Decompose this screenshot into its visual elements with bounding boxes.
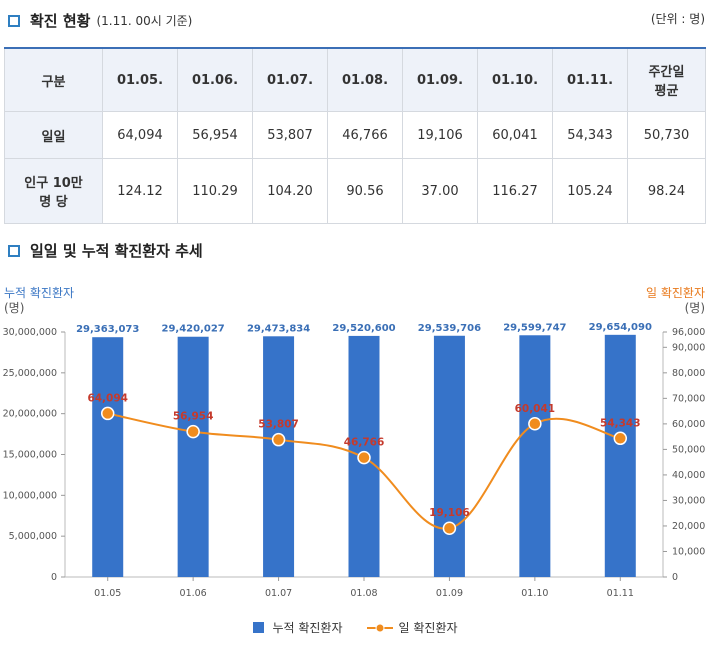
- table-cell: 56,954: [177, 111, 253, 159]
- x-tick-label: 01.07: [265, 588, 292, 599]
- table-cell: 60,041: [477, 111, 553, 159]
- right-tick-label: 40,000: [672, 470, 705, 481]
- legend-label: 일 확진환자: [398, 621, 458, 635]
- section-subtitle: (1.11. 00시 기준): [96, 14, 193, 28]
- column-header: 01.06.: [177, 47, 253, 112]
- section-header-trend: 일일 및 누적 확진환자 추세: [8, 240, 203, 261]
- bar-data-label: 29,363,073: [76, 324, 139, 335]
- column-header: 01.11.: [552, 47, 628, 112]
- x-tick-label: 01.08: [350, 588, 377, 599]
- right-axis-unit: (명): [684, 301, 705, 315]
- table-cell: 116.27: [477, 158, 553, 224]
- bar-data-label: 29,654,090: [589, 322, 652, 333]
- row-label: 일일: [4, 111, 103, 159]
- line-point: [357, 450, 371, 465]
- line-data-label: 60,041: [515, 403, 556, 415]
- table-row: 인구 10만 명 당 124.12 110.29 104.20 90.56 37…: [4, 158, 706, 224]
- square-bullet-icon: [8, 14, 20, 27]
- line-point: [271, 432, 286, 447]
- line-point: [528, 417, 542, 431]
- right-tick-label: 20,000: [672, 521, 705, 532]
- x-tick-label: 01.09: [436, 588, 463, 599]
- right-tick-label: 60,000: [672, 419, 705, 430]
- left-tick-label: 10,000,000: [3, 490, 57, 501]
- left-tick-label: 20,000,000: [3, 409, 57, 420]
- bar-data-label: 29,420,027: [162, 324, 225, 335]
- bar: [519, 335, 551, 577]
- line-data-label: 56,954: [173, 411, 214, 423]
- table-cell: 37.00: [402, 158, 478, 224]
- bar-data-label: 29,473,834: [247, 323, 310, 334]
- line-point: [613, 431, 628, 446]
- line-data-label: 46,766: [344, 437, 385, 449]
- right-tick-label: 30,000: [672, 495, 705, 506]
- bar: [604, 334, 636, 577]
- table-cell: 46,766: [327, 111, 403, 159]
- left-axis-unit: (명): [4, 301, 25, 315]
- legend-label: 누적 확진환자: [272, 621, 343, 635]
- left-axis-title: 누적 확진환자: [4, 286, 75, 300]
- table-cell: 64,094: [102, 111, 178, 159]
- chart-legend: 누적 확진환자 일 확진환자: [0, 619, 711, 636]
- table-cell: 110.29: [177, 158, 253, 224]
- column-header-weekly-avg: 주간일 평균: [627, 47, 706, 112]
- x-tick-label: 01.10: [521, 588, 548, 599]
- table-cell: 53,807: [252, 111, 328, 159]
- line-point: [442, 521, 457, 535]
- legend-line-swatch: [366, 623, 393, 632]
- table-cell: 124.12: [102, 158, 178, 224]
- column-header: 01.07.: [252, 47, 328, 112]
- legend-item-cumulative: 누적 확진환자: [253, 619, 343, 636]
- x-tick-label: 01.06: [180, 588, 207, 599]
- unit-label: (단위 : 명): [650, 12, 705, 26]
- line-point: [100, 406, 115, 421]
- left-tick-label: 30,000,000: [3, 327, 57, 338]
- table-cell: 90.56: [327, 158, 403, 224]
- right-tick-label: 10,000: [672, 546, 705, 557]
- x-tick-label: 01.05: [94, 588, 121, 599]
- table-cell: 98.24: [627, 158, 706, 224]
- line-data-label: 54,343: [600, 417, 641, 429]
- table-cell: 104.20: [252, 158, 328, 224]
- right-tick-label: 50,000: [672, 444, 705, 455]
- section-title: 확진 현황: [30, 12, 91, 30]
- legend-item-daily: 일 확진환자: [366, 619, 458, 636]
- table-header-row: 구분 01.05. 01.06. 01.07. 01.08. 01.09. 01…: [4, 47, 706, 112]
- legend-bar-swatch: [253, 622, 265, 633]
- left-tick-label: 25,000,000: [3, 368, 57, 379]
- column-header: 01.09.: [402, 47, 478, 112]
- left-tick-label: 5,000,000: [9, 531, 57, 542]
- left-tick-label: 15,000,000: [3, 450, 57, 461]
- right-axis-title: 일 확진환자: [645, 286, 705, 300]
- table-cell: 105.24: [552, 158, 628, 224]
- bar: [263, 336, 295, 577]
- right-tick-label: 96,000: [672, 327, 705, 338]
- column-header: 01.05.: [102, 47, 178, 112]
- right-tick-label: 70,000: [672, 393, 705, 404]
- section-title: 일일 및 누적 확진환자 추세: [30, 242, 203, 260]
- section-header-status: 확진 현황 (1.11. 00시 기준): [8, 10, 192, 31]
- stats-table: 구분 01.05. 01.06. 01.07. 01.08. 01.09. 01…: [4, 47, 706, 224]
- line-data-label: 53,807: [258, 419, 299, 431]
- column-header: 01.08.: [327, 47, 403, 112]
- bar: [433, 335, 465, 577]
- x-tick-label: 01.11: [607, 588, 634, 599]
- line-point: [186, 424, 200, 439]
- column-header: 01.10.: [477, 47, 553, 112]
- square-bullet-icon: [8, 244, 20, 257]
- row-label: 인구 10만 명 당: [4, 158, 103, 224]
- bar: [177, 336, 209, 577]
- bar: [92, 337, 124, 577]
- line-data-label: 64,094: [87, 392, 128, 404]
- bar-data-label: 29,520,600: [332, 323, 395, 334]
- right-tick-label: 90,000: [672, 342, 705, 353]
- right-tick-label: 0: [672, 572, 678, 583]
- right-tick-label: 80,000: [672, 368, 705, 379]
- line-data-label: 19,106: [429, 507, 470, 519]
- bar-data-label: 29,599,747: [503, 322, 566, 333]
- left-tick-label: 0: [51, 572, 57, 583]
- bar-data-label: 29,539,706: [418, 323, 481, 334]
- table-row: 일일 64,094 56,954 53,807 46,766 19,106 60…: [4, 111, 706, 159]
